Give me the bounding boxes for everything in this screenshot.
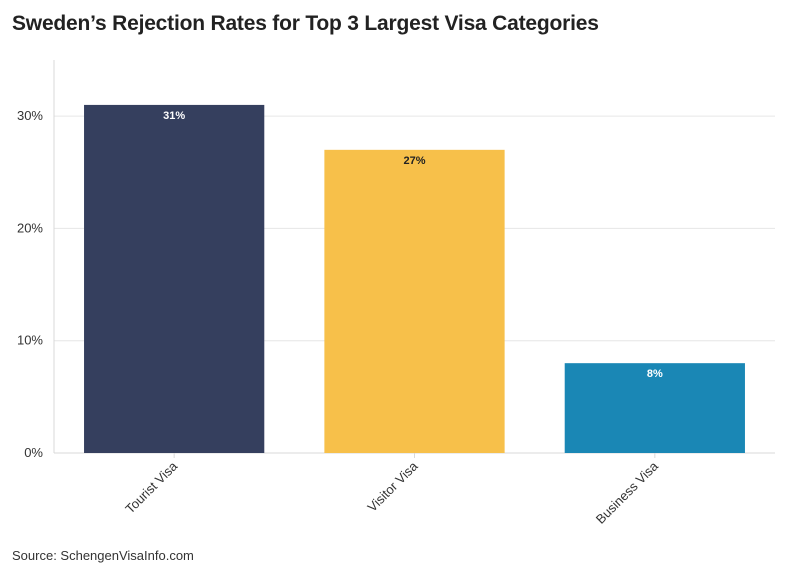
data-labels: 31% 27% 8% [163, 110, 663, 380]
y-tick-label: 10% [17, 333, 43, 348]
data-label-tourist-visa: 31% [163, 110, 185, 122]
bar-business-visa [564, 363, 745, 453]
x-tick-label-business-visa: Business Visa [593, 458, 662, 527]
y-tick-label: 20% [17, 220, 43, 235]
y-tick-label: 30% [17, 108, 43, 123]
y-tick-labels: 0% 10% 20% 30% [17, 108, 43, 460]
bar-visitor-visa [324, 149, 505, 454]
bar-tourist-visa [84, 104, 265, 454]
chart-title: Sweden’s Rejection Rates for Top 3 Large… [12, 12, 599, 35]
x-tick-label-visitor-visa: Visitor Visa [364, 458, 421, 515]
x-tick-label-tourist-visa: Tourist Visa [122, 458, 180, 516]
data-label-visitor-visa: 27% [403, 155, 425, 167]
source-note: Source: SchengenVisaInfo.com [12, 548, 194, 563]
data-label-business-visa: 8% [647, 368, 663, 380]
y-tick-label: 0% [24, 445, 43, 460]
bars [84, 104, 745, 454]
x-tick-labels: Tourist Visa Visitor Visa Business Visa [122, 458, 661, 527]
